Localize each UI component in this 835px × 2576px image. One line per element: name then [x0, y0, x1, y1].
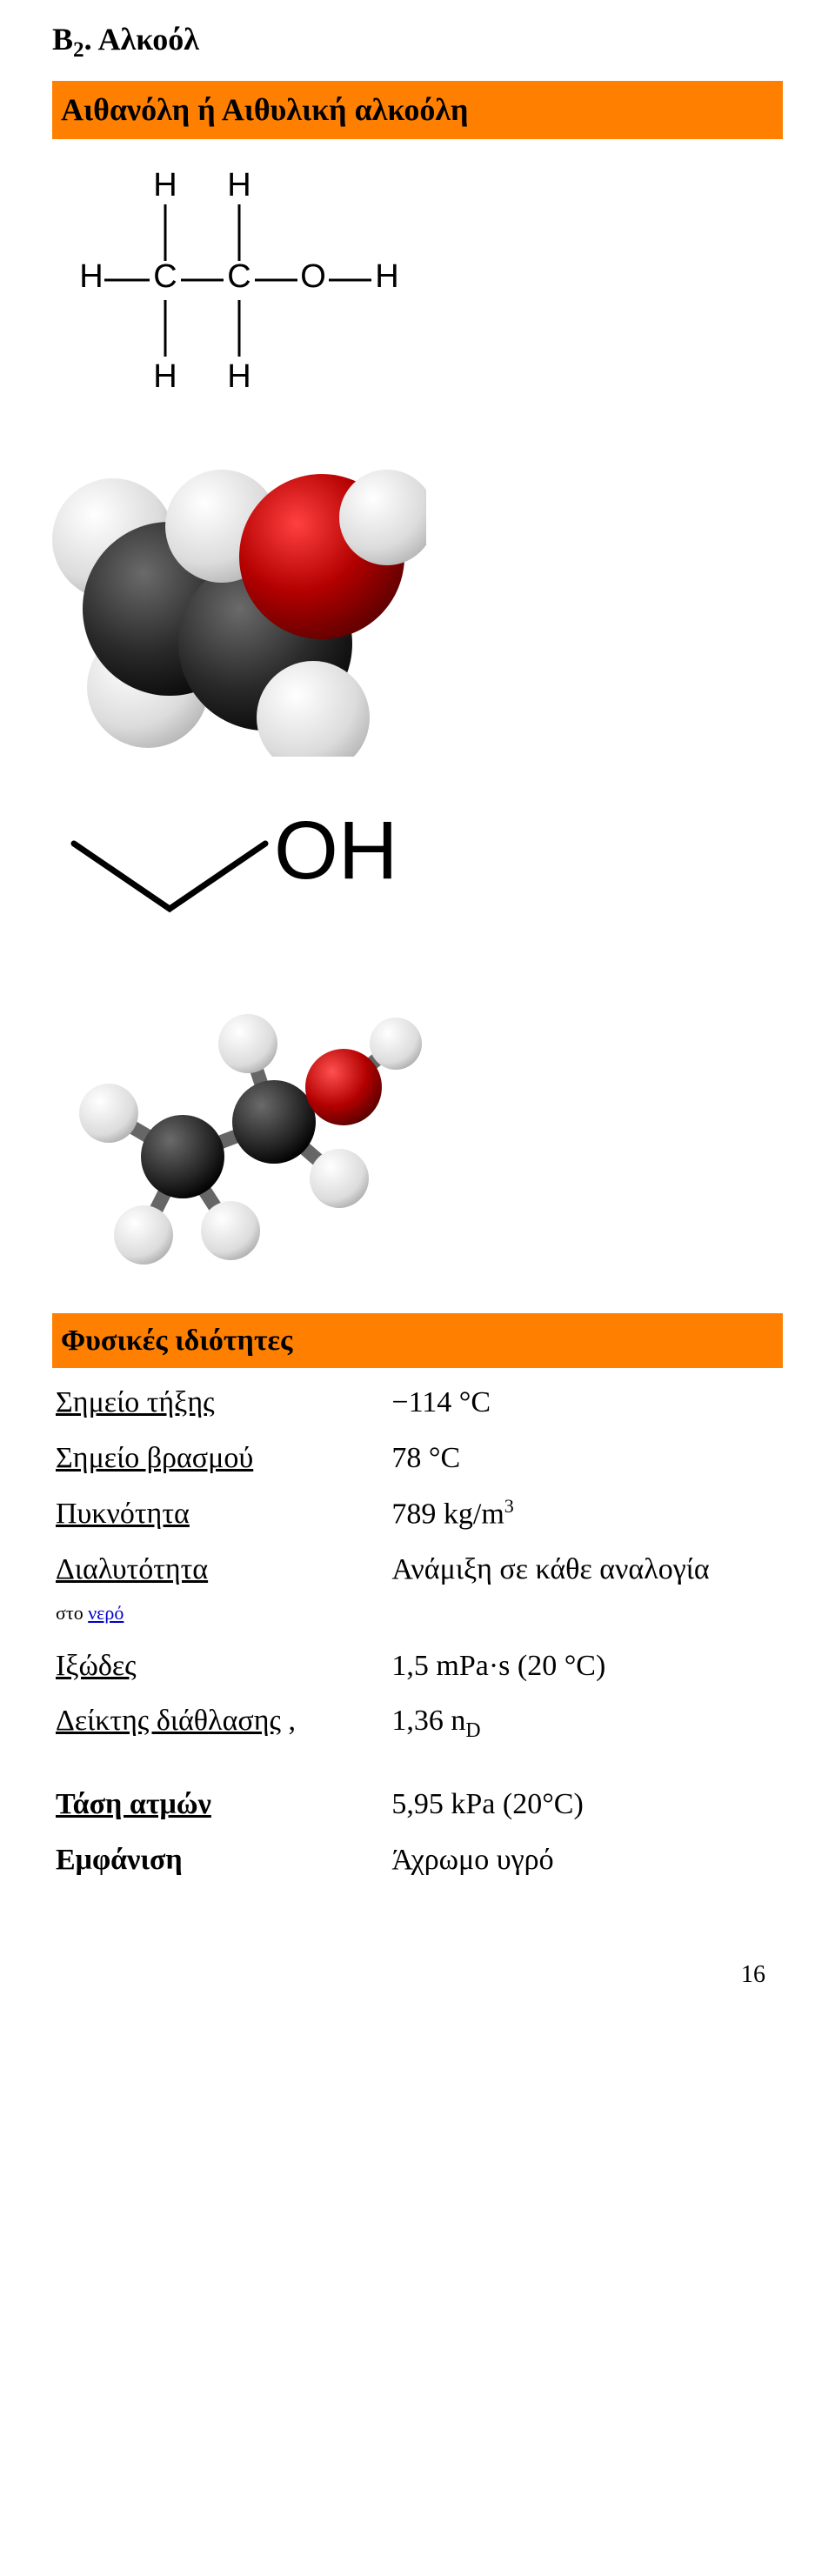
table-row: Σημείο βρασμού 78 °C — [52, 1431, 783, 1486]
svg-text:H: H — [227, 358, 250, 395]
compound-title: Αιθανόλη ή Αιθυλική αλκοόλη — [52, 81, 783, 138]
prop-label: Πυκνότητα — [56, 1498, 190, 1530]
svg-text:H: H — [227, 167, 250, 204]
prop-value: Ανάμιξη σε κάθε αναλογία — [388, 1542, 783, 1638]
table-row — [52, 1752, 783, 1777]
table-row: Διαλυτότητα στο νερό Ανάμιξη σε κάθε ανα… — [52, 1542, 783, 1638]
properties-header: Φυσικές ιδιότητες — [52, 1313, 783, 1369]
oh-label: OH — [274, 804, 398, 897]
table-row: Δείκτης διάθλασης , 1,36 nD — [52, 1693, 783, 1752]
prop-label: Σημείο βρασμού — [56, 1442, 253, 1474]
structural-formula: H H H C C O H H H — [52, 165, 783, 400]
prop-label: Ιξώδες — [56, 1650, 137, 1682]
page-number: 16 — [52, 1958, 783, 1992]
refractive-sub: D — [465, 1719, 480, 1742]
heading-subnum: 2 — [73, 38, 84, 62]
table-row: Εμφάνιση Άχρωμο υγρό — [52, 1832, 783, 1888]
prop-label: Διαλυτότητα — [56, 1553, 208, 1585]
prop-label: Δείκτης διάθλασης — [56, 1705, 281, 1737]
table-row: Τάση ατμών 5,95 kPa (20°C) — [52, 1777, 783, 1832]
spacefill-model — [52, 426, 783, 757]
skeletal-formula: OH — [52, 783, 783, 957]
prop-value: 5,95 kPa (20°C) — [388, 1777, 783, 1832]
svg-text:H: H — [79, 258, 103, 295]
prop-label: Τάση ατμών — [56, 1788, 211, 1820]
table-row: Πυκνότητα 789 kg/m3 — [52, 1486, 783, 1542]
svg-text:O: O — [300, 258, 326, 295]
prop-value: Άχρωμο υγρό — [388, 1832, 783, 1888]
unit-exponent: 3 — [504, 1495, 514, 1517]
heading-suffix: . Αλκοόλ — [84, 22, 199, 57]
prop-label: Σημείο τήξης — [56, 1386, 215, 1418]
table-row: Σημείο τήξης −114 °C — [52, 1375, 783, 1431]
properties-table: Σημείο τήξης −114 °C Σημείο βρασμού 78 °… — [52, 1375, 783, 1887]
prop-value: 78 °C — [388, 1431, 783, 1486]
svg-text:C: C — [227, 258, 250, 295]
svg-text:H: H — [153, 167, 177, 204]
svg-text:H: H — [375, 258, 398, 295]
prop-value: 1,36 nD — [388, 1693, 783, 1752]
svg-text:C: C — [153, 258, 177, 295]
prop-label: Εμφάνιση — [56, 1844, 183, 1876]
water-link[interactable]: νερό — [88, 1602, 124, 1624]
prop-value: −114 °C — [388, 1375, 783, 1431]
prop-sublabel: στο νερό — [56, 1602, 124, 1624]
section-heading: Β2. Αλκοόλ — [52, 17, 783, 65]
table-row: Ιξώδες 1,5 mPa·s (20 °C) — [52, 1638, 783, 1694]
ballstick-model — [52, 983, 783, 1278]
heading-prefix: Β — [52, 22, 73, 57]
svg-text:H: H — [153, 358, 177, 395]
prop-value: 789 kg/m3 — [388, 1486, 783, 1542]
prop-value: 1,5 mPa·s (20 °C) — [388, 1638, 783, 1694]
